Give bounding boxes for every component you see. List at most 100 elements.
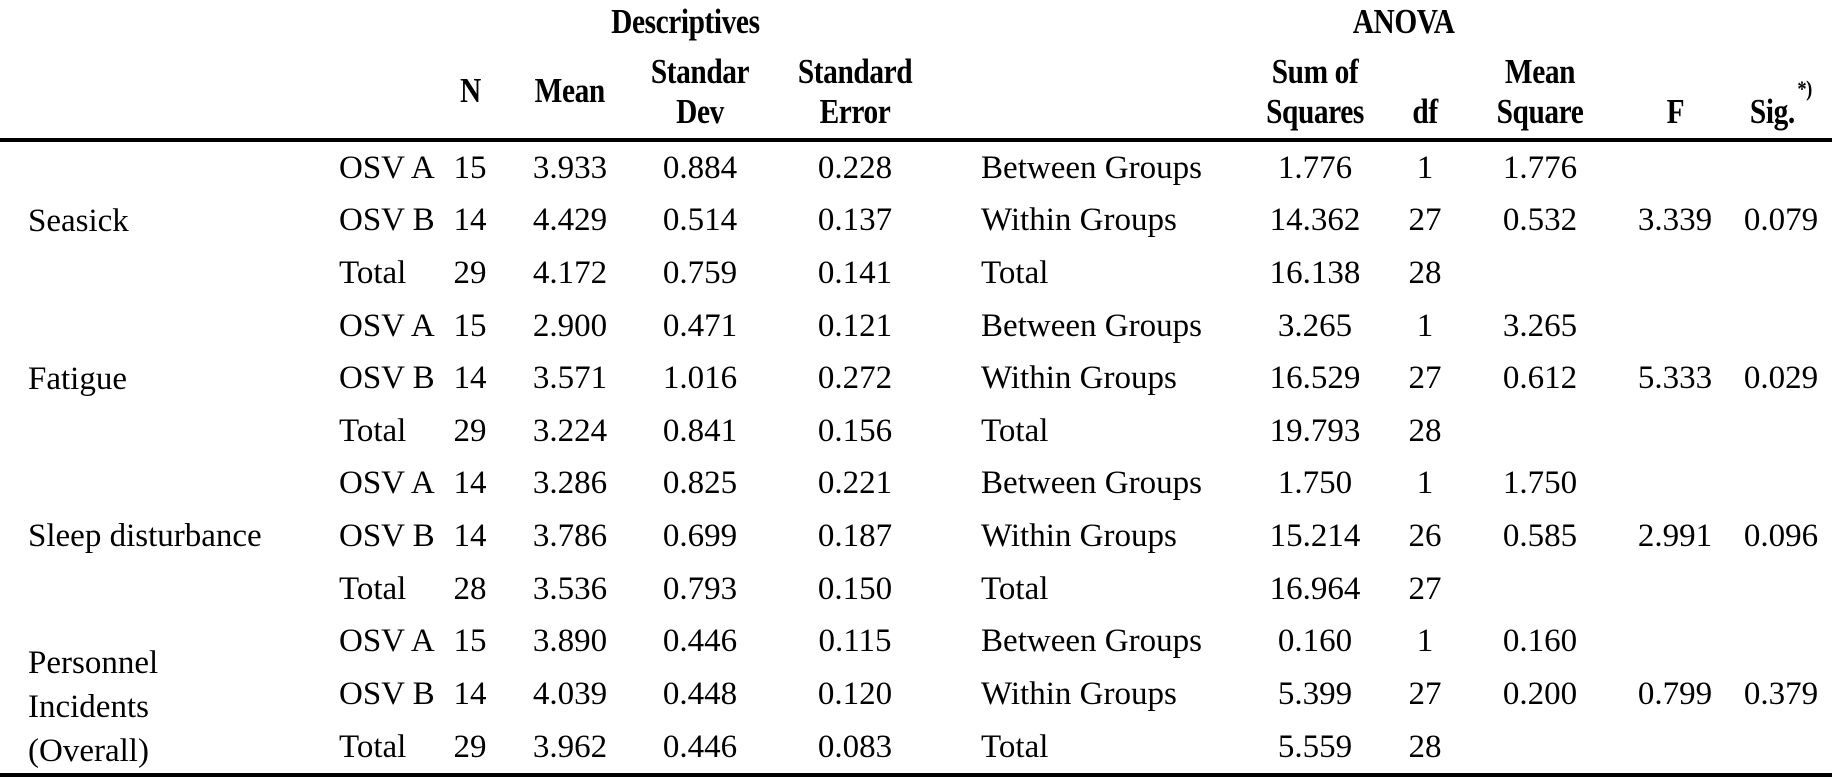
sig-value: 0.029 — [1743, 360, 1819, 397]
mean-square-value: 0.532 — [1502, 202, 1578, 239]
std-dev-value: 0.825 — [662, 465, 738, 502]
table-row: Sleep disturbance OSV A 14 3.286 0.825 0.221 B… — [0, 458, 1832, 554]
sig-value — [1730, 300, 1832, 353]
mean-value: 3.786 — [532, 517, 608, 554]
mean-square-value — [1460, 247, 1620, 300]
sig-label: Sig. — [1750, 92, 1795, 131]
std-dev-value: 1.016 — [662, 360, 738, 397]
factor-label: Seasick — [0, 140, 335, 300]
df-value: 26 — [1408, 517, 1442, 554]
df-value: 27 — [1408, 202, 1442, 239]
f-value: 5.333 — [1637, 360, 1713, 397]
header-spacer — [940, 44, 976, 142]
col-header-df-text: df — [1412, 92, 1438, 131]
std-dev-value: 0.699 — [662, 517, 738, 554]
spacer-cell — [940, 195, 975, 248]
col-header-f: F — [1620, 44, 1731, 142]
n-value: 14 — [453, 465, 487, 502]
std-error-value: 0.141 — [817, 254, 893, 291]
col-header-sig: Sig.*) — [1730, 44, 1832, 142]
sig-value — [1730, 563, 1832, 616]
std-error-value: 0.083 — [817, 728, 893, 765]
std-dev-value: 0.471 — [662, 307, 738, 344]
group-label: OSV B — [339, 360, 435, 397]
table-body: Seasick OSV A 15 3.933 0.884 0.228 Between Gro… — [0, 140, 1832, 775]
col-header-standar-dev-line2: Dev — [676, 92, 724, 131]
table-row: Personnel Incidents (Overall) OSV A 15 3.890 0… — [0, 615, 1832, 769]
std-dev-value: 0.759 — [662, 254, 738, 291]
group-label: OSV A — [339, 623, 435, 660]
std-error-value: 0.156 — [817, 412, 893, 449]
n-value: 15 — [453, 623, 487, 660]
sum-of-squares-value: 16.529 — [1269, 360, 1361, 397]
factor-label: Fatigue — [0, 300, 335, 458]
mean-value: 3.890 — [532, 623, 608, 660]
title-spacer — [940, 0, 975, 44]
sum-of-squares-value: 1.750 — [1277, 465, 1353, 502]
mean-square-value: 1.750 — [1502, 465, 1578, 502]
df-value: 27 — [1408, 675, 1442, 712]
col-header-mean-square-line1: Mean — [1504, 52, 1576, 91]
mean-square-value — [1460, 721, 1620, 776]
mean-square-value: 0.200 — [1502, 675, 1578, 712]
std-dev-value: 0.514 — [662, 202, 738, 239]
column-headers-row: N Mean Standar Dev Standard Error Sum of… — [0, 44, 1832, 142]
sig-footnote-marker: *) — [1797, 76, 1813, 102]
std-error-value: 0.137 — [817, 202, 893, 239]
factor-label-line: Personnel — [28, 645, 159, 682]
table-row: OSV B 14 3.786 0.699 0.187 Within Groups 15.21… — [0, 510, 1832, 563]
mean-value: 4.172 — [532, 254, 608, 291]
std-dev-value: 0.841 — [662, 412, 738, 449]
col-header-mean-text: Mean — [534, 71, 606, 110]
f-value — [1620, 140, 1730, 195]
mean-value: 3.571 — [532, 360, 608, 397]
factor-label: Sleep disturbance — [0, 458, 335, 616]
header-blank — [0, 44, 430, 142]
anova-section-title: ANOVA — [975, 0, 1832, 44]
table-row: Fatigue OSV A 15 2.900 0.471 0.121 Between Gro… — [0, 300, 1832, 397]
table-row: OSV B 14 3.571 1.016 0.272 Within Groups 16.52… — [0, 352, 1832, 405]
std-dev-value: 0.446 — [662, 728, 738, 765]
col-header-n-text: N — [459, 71, 481, 110]
spacer-cell — [940, 405, 975, 458]
n-value: 15 — [453, 149, 487, 186]
n-value: 14 — [453, 202, 487, 239]
std-dev-value: 0.446 — [662, 623, 738, 660]
factor-label-line: (Overall) — [28, 733, 149, 770]
spacer-cell — [940, 300, 975, 353]
spacer-cell — [940, 668, 975, 721]
table-row: Total 29 3.224 0.841 0.156 Total 19.793 28 — [0, 405, 1832, 458]
section-titles-row: Descriptives ANOVA — [0, 0, 1832, 44]
mean-value: 2.900 — [532, 307, 608, 344]
anova-source-label: Between Groups — [981, 149, 1202, 186]
f-value — [1620, 458, 1730, 511]
anova-source-label: Total — [981, 570, 1049, 607]
sum-of-squares-value: 16.138 — [1269, 254, 1361, 291]
table-row: Total 28 3.536 0.793 0.150 Total 16.964 27 — [0, 563, 1832, 616]
col-header-standard-error-line1: Standard — [797, 52, 913, 91]
group-label: OSV A — [339, 307, 435, 344]
sum-of-squares-value: 0.160 — [1277, 623, 1353, 660]
df-value: 28 — [1408, 412, 1442, 449]
n-value: 29 — [453, 728, 487, 765]
mean-value: 3.224 — [532, 412, 608, 449]
df-value: 27 — [1408, 570, 1442, 607]
col-header-mean-square: Mean Square — [1460, 44, 1621, 142]
anova-source-label: Total — [981, 412, 1049, 449]
sig-value — [1730, 721, 1832, 776]
sum-of-squares-value: 19.793 — [1269, 412, 1361, 449]
std-error-value: 0.221 — [817, 465, 893, 502]
mean-square-value: 0.160 — [1502, 623, 1578, 660]
mean-value: 4.039 — [532, 675, 608, 712]
col-header-sum-of-squares-line2: Squares — [1266, 92, 1364, 131]
mean-square-value: 0.612 — [1502, 360, 1578, 397]
col-header-standar-dev-line1: Standar — [650, 52, 750, 91]
mean-value: 4.429 — [532, 202, 608, 239]
f-value — [1620, 300, 1730, 353]
mean-value: 3.933 — [532, 149, 608, 186]
table-row: Total 29 3.962 0.446 0.083 Total 5.559 28 — [0, 721, 1832, 776]
factor-label-line: Incidents — [28, 689, 149, 726]
factor-label-line: Fatigue — [28, 360, 127, 397]
col-header-n: N — [430, 44, 510, 142]
